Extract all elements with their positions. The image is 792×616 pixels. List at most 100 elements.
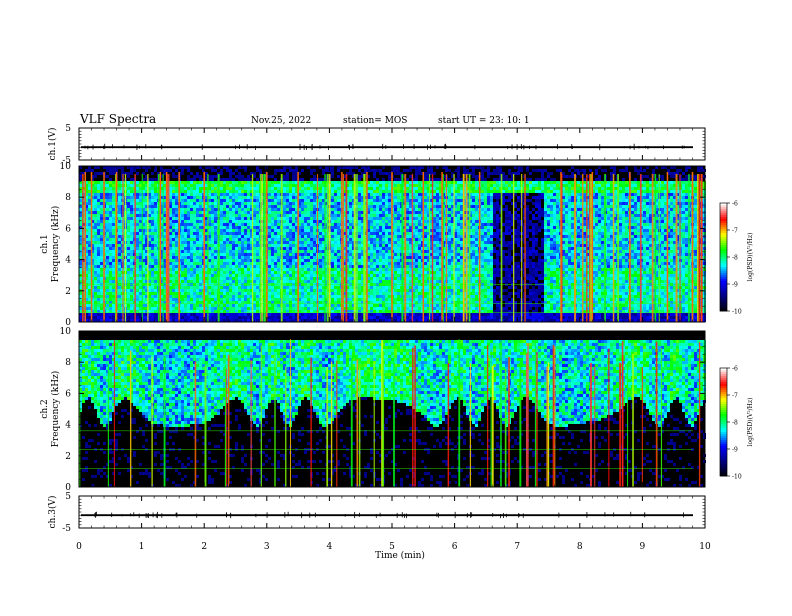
spectrogram-cell <box>199 277 202 280</box>
spectrogram-cell <box>229 232 232 235</box>
spectrogram-cell <box>139 310 142 313</box>
spectrogram-cell <box>346 274 349 277</box>
spectrogram-cell <box>283 274 286 277</box>
spectrogram-cell <box>205 253 208 256</box>
spectrogram-cell <box>199 316 202 319</box>
spectrogram-cell <box>253 238 256 241</box>
spectrogram-cell <box>352 247 355 250</box>
spectrogram-cell <box>112 304 115 307</box>
spectrogram-cell <box>343 250 346 253</box>
spectrogram-cell <box>109 172 112 175</box>
spectrogram-cell <box>85 235 88 238</box>
spectrogram-cell <box>139 202 142 205</box>
spectrogram-cell <box>304 247 307 250</box>
spectrogram-cell <box>313 292 316 295</box>
spectrogram-cell <box>205 295 208 298</box>
spectrogram-cell <box>220 277 223 280</box>
spectrogram-cell <box>238 181 241 184</box>
spectrogram-cell <box>232 190 235 193</box>
spectrogram-cell <box>100 313 103 316</box>
spectrogram-cell <box>367 301 370 304</box>
spectrogram-cell <box>109 241 112 244</box>
spectrogram-cell <box>256 238 259 241</box>
spectrogram-cell <box>274 316 277 319</box>
spectrogram-cell <box>208 307 211 310</box>
spectrogram-cell <box>88 286 91 289</box>
spectrogram-cell <box>154 256 157 259</box>
spectrogram-cell <box>277 298 280 301</box>
spectrogram-cell <box>85 313 88 316</box>
spectrogram-cell <box>163 214 166 217</box>
spectrogram-cell <box>169 205 172 208</box>
spectrogram-cell <box>286 205 289 208</box>
spectrogram-cell <box>358 193 361 196</box>
spectrogram-cell <box>151 235 154 238</box>
spectrogram-cell <box>91 202 94 205</box>
spectrogram-cell <box>277 217 280 220</box>
spectrogram-cell <box>277 250 280 253</box>
spectrogram-cell <box>256 319 259 322</box>
spectrogram-cell <box>361 277 364 280</box>
spectrogram-cell <box>160 274 163 277</box>
spectrogram-cell <box>151 172 154 175</box>
spectrogram-cell <box>292 232 295 235</box>
spectrogram-cell <box>100 271 103 274</box>
spectrogram-cell <box>199 310 202 313</box>
spectrogram-cell <box>226 319 229 322</box>
spectrogram-cell <box>229 247 232 250</box>
spectrogram-cell <box>208 289 211 292</box>
spectrogram-cell <box>304 301 307 304</box>
spectrogram-cell <box>370 193 373 196</box>
spectrogram-cell <box>349 304 352 307</box>
spectrogram-cell <box>151 265 154 268</box>
spectrogram-cell <box>274 250 277 253</box>
spectrogram-cell <box>88 268 91 271</box>
spectrogram-cell <box>304 187 307 190</box>
spectrogram-cell <box>334 274 337 277</box>
spectrogram-cell <box>184 166 187 169</box>
spectrogram-cell <box>154 274 157 277</box>
spectrogram-cell <box>346 265 349 268</box>
spectrogram-cell <box>85 268 88 271</box>
spectrogram-cell <box>190 304 193 307</box>
spectrogram-cell <box>349 256 352 259</box>
spectrogram-cell <box>211 316 214 319</box>
spectrogram-cell <box>244 199 247 202</box>
spectrogram-cell <box>319 262 322 265</box>
spectrogram-cell <box>94 274 97 277</box>
spectrogram-cell <box>298 181 301 184</box>
spectrogram-cell <box>169 277 172 280</box>
spectrogram-cell <box>106 253 109 256</box>
spectrogram-cell <box>79 214 82 217</box>
spectrogram-cell <box>319 220 322 223</box>
spectrogram-cell <box>220 241 223 244</box>
spectrogram-cell <box>196 268 199 271</box>
spectrogram-cell <box>238 289 241 292</box>
spectrogram-cell <box>193 181 196 184</box>
spectrogram-cell <box>325 169 328 172</box>
spectrogram-cell <box>307 184 310 187</box>
spectrogram-cell <box>253 172 256 175</box>
spectrogram-cell <box>187 250 190 253</box>
spectrogram-cell <box>283 247 286 250</box>
spectrogram-cell <box>238 304 241 307</box>
spectrogram-cell <box>256 223 259 226</box>
spectrogram-cell <box>238 319 241 322</box>
spectrogram-cell <box>346 166 349 169</box>
spectrogram-cell <box>100 184 103 187</box>
spectrogram-cell <box>91 178 94 181</box>
spectrogram-cell <box>367 307 370 310</box>
spectrogram-cell <box>85 289 88 292</box>
spectrogram-cell <box>367 205 370 208</box>
spectrogram-cell <box>208 184 211 187</box>
spectrogram-cell <box>94 235 97 238</box>
spectrogram-cell <box>109 289 112 292</box>
spectrogram-cell <box>310 238 313 241</box>
spectrogram-cell <box>253 289 256 292</box>
spectrogram-cell <box>289 298 292 301</box>
spectrogram-cell <box>250 208 253 211</box>
spectrogram-cell <box>154 202 157 205</box>
spectrogram-cell <box>100 289 103 292</box>
spectrogram-cell <box>151 229 154 232</box>
spectrogram-cell <box>151 208 154 211</box>
